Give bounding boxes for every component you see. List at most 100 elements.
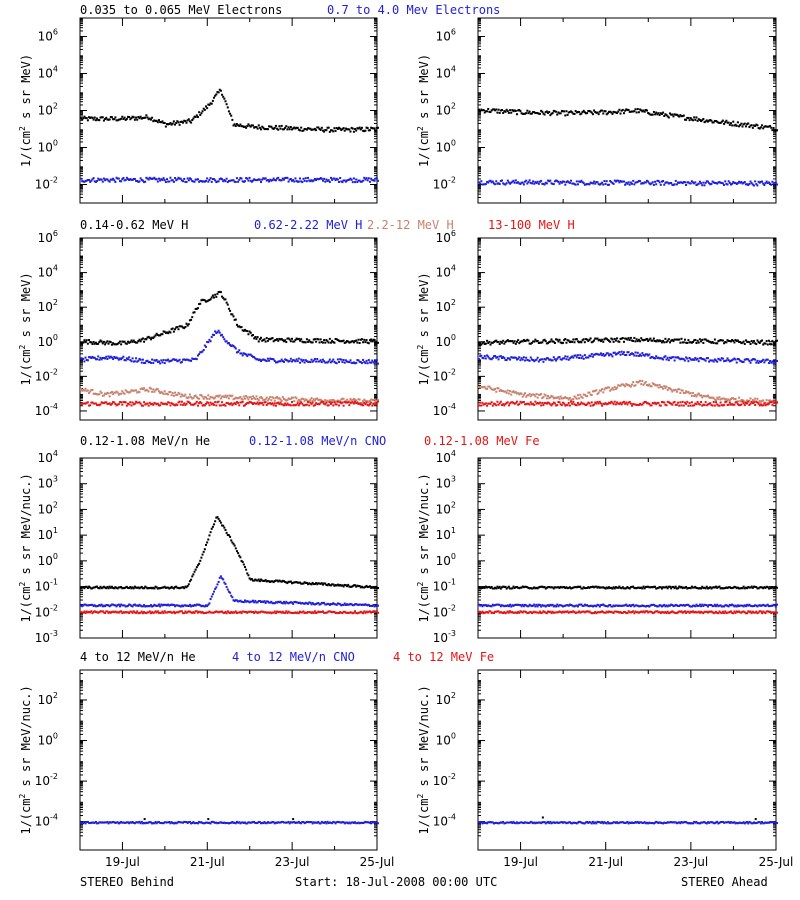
data-point [541,397,544,400]
data-point [602,112,605,115]
data-point [494,354,497,357]
data-point [297,398,300,401]
data-point [131,357,134,360]
data-point [486,387,489,390]
data-point [266,402,269,405]
data-point [552,183,555,186]
data-point [709,183,712,186]
data-point [348,361,351,364]
data-point [175,393,178,396]
data-point [124,605,127,608]
data-point [685,390,688,393]
data-point [773,128,776,131]
data-point [299,402,302,405]
data-point [503,110,506,113]
data-point [222,296,225,299]
data-point [325,361,328,364]
data-point [90,389,93,392]
data-point [152,177,155,180]
data-point [171,611,174,614]
data-point [272,602,275,605]
data-point [243,611,246,614]
data-point [579,393,582,396]
data-point [720,181,723,184]
data-point [579,354,582,357]
data-point [374,585,377,588]
data-point [290,401,293,404]
data-point [226,610,229,613]
data-point [561,357,564,360]
data-point [93,180,96,183]
data-point [100,610,103,613]
data-point [115,611,118,614]
data-point [155,604,158,607]
data-point [585,183,588,186]
data-point [216,331,219,334]
data-point [305,360,308,363]
data-point [139,611,142,614]
data-point [258,126,261,129]
data-point [590,353,593,356]
data-point [639,340,642,343]
data-point [512,402,515,405]
data-point [200,394,203,397]
data-point [506,389,509,392]
data-point [193,604,196,607]
data-point [109,403,112,406]
data-point [321,179,324,182]
data-point [319,398,322,401]
data-point [689,404,692,407]
data-point [553,180,556,183]
data-point [185,181,188,184]
data-point [86,342,89,345]
data-point [269,611,272,614]
data-point [264,177,267,180]
data-point [358,179,361,182]
data-point [286,611,289,614]
data-point [176,178,179,181]
data-point [172,180,175,183]
data-point [344,584,347,587]
data-point [307,127,310,130]
data-point [139,177,142,180]
data-point [132,389,135,392]
data-point [557,111,560,114]
data-point [201,298,204,301]
data-point [364,403,367,406]
y-tick-label: 10-2 [433,367,456,383]
data-point [558,112,561,115]
data-point [233,318,236,321]
data-point [362,404,365,407]
data-point [238,178,241,181]
data-point [170,402,173,405]
data-point [700,400,703,403]
data-point [101,394,104,397]
data-point [544,340,547,343]
y-tick-label: 10-3 [35,629,58,645]
data-point [125,357,128,360]
data-point [352,177,355,180]
data-point [327,583,330,586]
data-point [164,402,167,405]
data-point [207,394,210,397]
data-point [597,353,600,356]
data-point [511,109,514,112]
data-point [217,611,220,614]
data-point [308,601,311,604]
data-point [246,330,249,333]
data-point [644,181,647,184]
data-point [373,403,376,406]
data-point [375,610,378,613]
data-point [358,126,361,129]
data-point [254,599,257,602]
data-point [176,326,179,329]
data-point [91,401,94,404]
data-point [552,397,555,400]
data-point [637,404,640,407]
data-point [621,108,624,111]
data-point [203,605,206,608]
data-point [148,386,151,389]
data-point [643,382,646,385]
data-point [598,400,601,403]
data-point [725,359,728,362]
